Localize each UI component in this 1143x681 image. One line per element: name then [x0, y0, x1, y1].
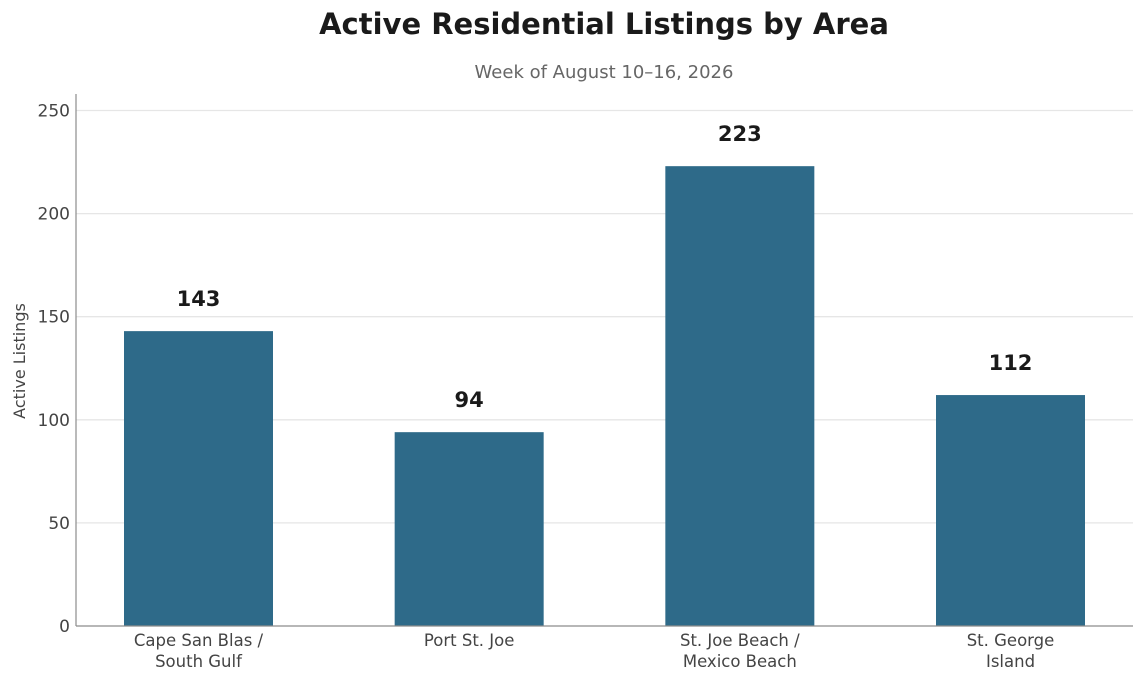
bar — [665, 166, 815, 627]
category-label-line: Mexico Beach — [683, 652, 797, 671]
y-tick-labels: 0 50 100 150 200 250 — [38, 101, 70, 637]
bar — [124, 331, 273, 626]
data-label: 143 — [177, 287, 221, 311]
y-axis-label: Active Listings — [10, 303, 29, 419]
bars — [124, 166, 1085, 627]
y-tick-label: 0 — [59, 617, 70, 637]
category-label: St. George Island — [967, 631, 1055, 671]
x-tick-labels: Cape San Blas / South Gulf Port St. Joe St.… — [134, 631, 1054, 671]
data-label: 94 — [455, 388, 484, 412]
data-label: 112 — [989, 351, 1033, 375]
y-tick-label: 100 — [38, 411, 70, 431]
category-label-line: Port St. Joe — [424, 631, 515, 650]
category-label-line: St. George — [967, 631, 1055, 650]
data-labels: 143 94 223 112 — [177, 122, 1033, 412]
category-label: Port St. Joe — [424, 631, 515, 650]
y-tick-label: 150 — [38, 308, 70, 328]
bar — [936, 395, 1085, 626]
category-label-line: St. Joe Beach / — [680, 631, 800, 650]
axes — [75, 94, 1133, 627]
category-label-line: Island — [986, 652, 1035, 671]
chart-subtitle: Week of August 10–16, 2026 — [475, 62, 734, 83]
y-tick-label: 50 — [48, 514, 70, 534]
y-tick-label: 200 — [38, 205, 70, 225]
data-label: 223 — [718, 122, 762, 146]
chart-title: Active Residential Listings by Area — [319, 7, 889, 41]
bar — [394, 432, 544, 626]
category-label: St. Joe Beach / Mexico Beach — [680, 631, 800, 671]
category-label: Cape San Blas / South Gulf — [134, 631, 264, 671]
y-tick-label: 250 — [38, 101, 70, 121]
category-label-line: South Gulf — [155, 652, 243, 671]
category-label-line: Cape San Blas / — [134, 631, 264, 650]
